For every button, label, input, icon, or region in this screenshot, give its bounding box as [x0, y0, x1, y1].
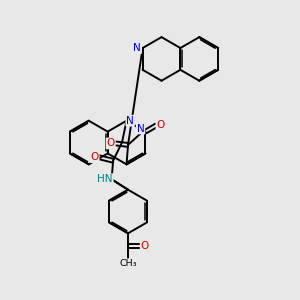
- Text: O: O: [156, 120, 165, 130]
- Text: O: O: [141, 241, 149, 251]
- Text: HN: HN: [97, 174, 113, 184]
- Text: N: N: [134, 43, 141, 53]
- Text: N: N: [126, 116, 134, 126]
- Text: O: O: [91, 152, 99, 162]
- Text: O: O: [106, 138, 115, 148]
- Text: N: N: [137, 124, 145, 134]
- Text: CH₃: CH₃: [119, 259, 137, 268]
